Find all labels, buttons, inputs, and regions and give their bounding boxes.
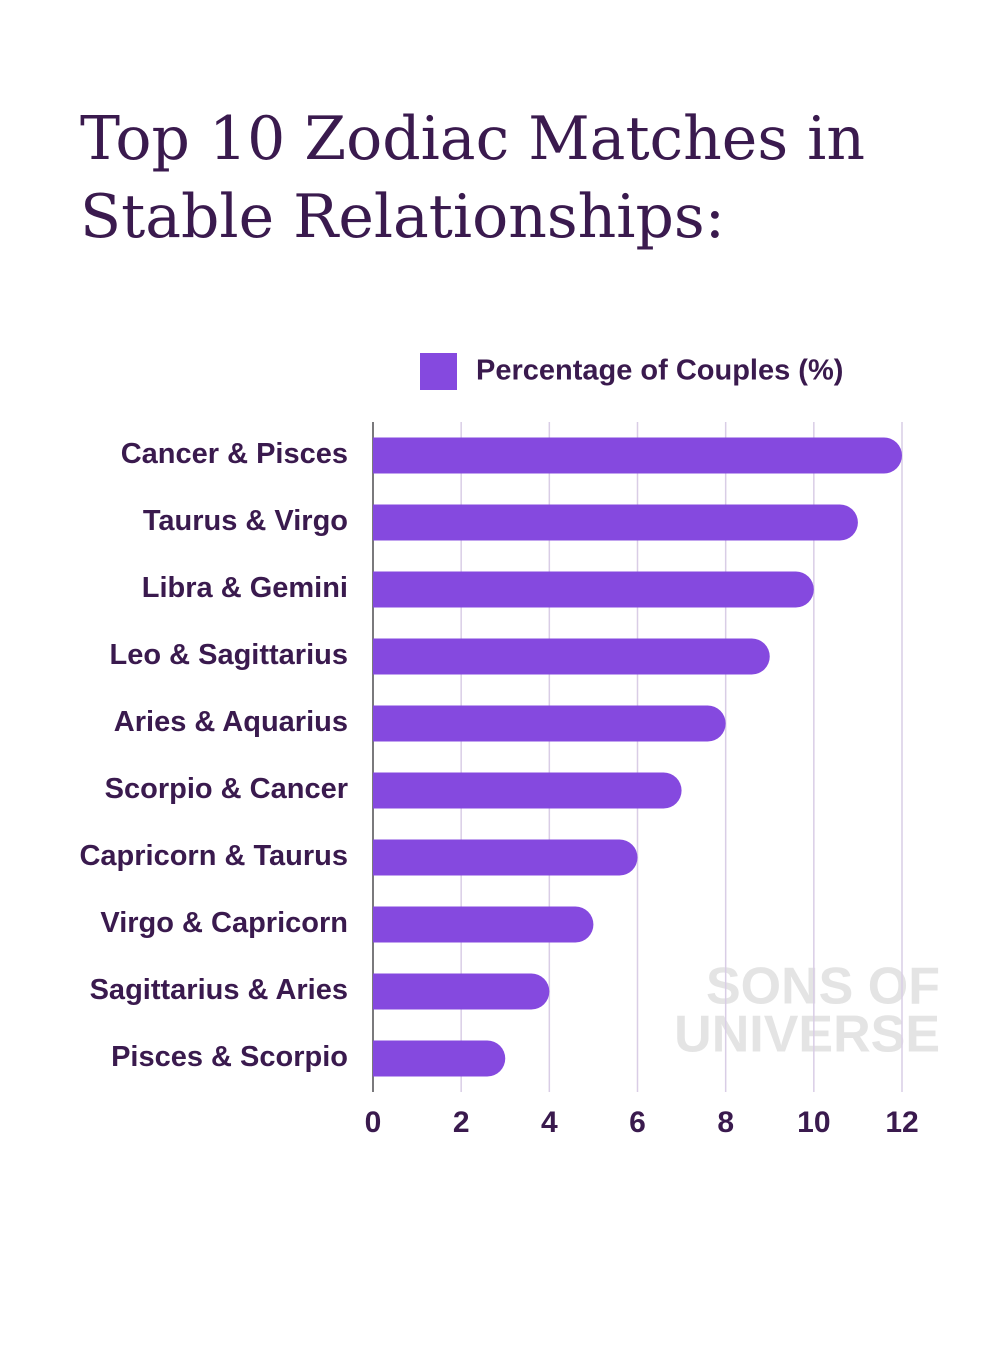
y-tick-label: Aries & Aquarius [114, 706, 348, 738]
watermark: UNIVERSE [674, 1006, 940, 1064]
x-tick-label: 8 [717, 1106, 734, 1139]
x-tick-label: 12 [885, 1106, 918, 1139]
x-tick-label: 10 [797, 1106, 830, 1139]
y-tick-label: Scorpio & Cancer [105, 773, 348, 805]
y-tick-label: Cancer & Pisces [121, 438, 348, 470]
x-tick-label: 2 [453, 1106, 470, 1139]
y-tick-label: Capricorn & Taurus [79, 840, 348, 872]
bar [373, 571, 814, 608]
bar [373, 437, 902, 474]
bar [373, 1040, 506, 1077]
y-tick-label: Taurus & Virgo [143, 505, 348, 537]
bar [373, 772, 682, 809]
bar [373, 705, 726, 742]
bar [373, 906, 594, 943]
y-tick-label: Virgo & Capricorn [100, 907, 348, 939]
watermark: SONS OF [706, 958, 940, 1016]
y-tick-label: Leo & Sagittarius [110, 639, 349, 671]
chart-title: Top 10 Zodiac Matches in Stable Relation… [80, 104, 866, 252]
y-tick-label: Sagittarius & Aries [90, 974, 348, 1006]
y-tick-label: Libra & Gemini [142, 572, 348, 604]
x-tick-label: 6 [629, 1106, 646, 1139]
bar [373, 839, 638, 876]
y-tick-label: Pisces & Scorpio [111, 1041, 348, 1073]
bar [373, 638, 770, 675]
bar [373, 973, 550, 1010]
x-tick-label: 0 [365, 1106, 382, 1139]
bar [373, 504, 858, 541]
x-tick-label: 4 [541, 1106, 558, 1139]
legend-label: Percentage of Couples (%) [476, 355, 843, 387]
legend-swatch [420, 353, 457, 390]
